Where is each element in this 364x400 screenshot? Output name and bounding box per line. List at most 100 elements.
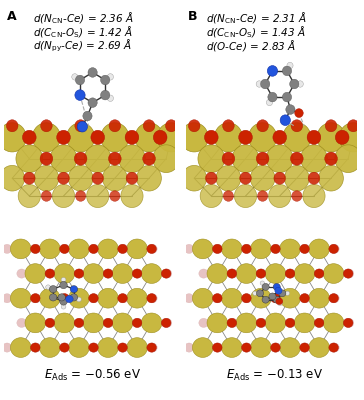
Circle shape [143, 120, 155, 132]
Circle shape [103, 318, 113, 328]
Circle shape [135, 123, 163, 152]
Circle shape [323, 313, 344, 333]
Circle shape [216, 166, 241, 191]
Circle shape [60, 294, 69, 303]
Circle shape [161, 318, 171, 328]
Circle shape [148, 343, 157, 352]
Circle shape [242, 343, 252, 352]
Circle shape [314, 318, 324, 328]
Circle shape [265, 264, 286, 284]
Circle shape [213, 244, 222, 254]
Text: $E_\mathrm{Ads}$ = −0.13 eV: $E_\mathrm{Ads}$ = −0.13 eV [226, 368, 323, 383]
Circle shape [308, 172, 320, 184]
Circle shape [199, 318, 209, 328]
Circle shape [272, 294, 281, 303]
Circle shape [301, 294, 310, 303]
Circle shape [69, 288, 89, 308]
Circle shape [236, 264, 257, 284]
Circle shape [314, 269, 324, 278]
Circle shape [266, 99, 273, 106]
Text: $d$(N$_\mathrm{CN}$-Ce) = 2.36 Å: $d$(N$_\mathrm{CN}$-Ce) = 2.36 Å [33, 10, 134, 26]
Circle shape [182, 166, 206, 191]
Circle shape [0, 123, 26, 152]
Circle shape [112, 264, 133, 284]
Circle shape [257, 290, 264, 297]
Circle shape [60, 343, 69, 352]
Circle shape [285, 318, 295, 328]
Circle shape [329, 294, 339, 303]
Circle shape [107, 74, 114, 80]
Circle shape [137, 166, 161, 191]
Circle shape [90, 343, 99, 352]
Circle shape [2, 244, 12, 254]
Circle shape [127, 288, 147, 308]
Circle shape [266, 145, 293, 172]
Circle shape [228, 269, 237, 278]
Circle shape [236, 313, 257, 333]
Circle shape [294, 264, 315, 284]
Circle shape [213, 294, 223, 303]
Circle shape [104, 269, 114, 278]
Circle shape [83, 313, 104, 333]
Circle shape [251, 288, 271, 308]
Circle shape [286, 318, 296, 328]
Circle shape [280, 115, 290, 126]
Circle shape [107, 95, 114, 102]
Circle shape [46, 318, 55, 328]
Circle shape [292, 191, 302, 201]
Circle shape [166, 120, 177, 132]
Circle shape [31, 244, 41, 254]
Text: $d$(N$_\mathrm{py}$-Ce) = 2.69 Å: $d$(N$_\mathrm{py}$-Ce) = 2.69 Å [33, 38, 132, 54]
Circle shape [330, 244, 339, 254]
Circle shape [118, 294, 127, 303]
Circle shape [77, 121, 87, 132]
Circle shape [242, 294, 252, 303]
Circle shape [147, 294, 157, 303]
Circle shape [344, 269, 354, 278]
Circle shape [98, 338, 118, 358]
Circle shape [205, 130, 218, 144]
Circle shape [256, 152, 269, 165]
Circle shape [18, 184, 40, 208]
Circle shape [89, 343, 98, 352]
Circle shape [269, 184, 291, 208]
Circle shape [58, 294, 66, 301]
Text: $d$(C$_\mathrm{CN}$-O$_\mathrm{S}$) = 1.43 Å: $d$(C$_\mathrm{CN}$-O$_\mathrm{S}$) = 1.… [206, 24, 305, 40]
Circle shape [290, 79, 299, 89]
Circle shape [222, 239, 242, 259]
Circle shape [223, 191, 234, 201]
Circle shape [11, 239, 31, 259]
Circle shape [100, 75, 110, 85]
Circle shape [307, 130, 321, 144]
Circle shape [50, 294, 57, 301]
Circle shape [330, 294, 339, 303]
Circle shape [285, 269, 295, 278]
Circle shape [45, 318, 55, 328]
Circle shape [242, 343, 251, 352]
Circle shape [275, 287, 282, 294]
Circle shape [286, 269, 296, 278]
Circle shape [141, 313, 162, 333]
Circle shape [223, 120, 234, 132]
Circle shape [126, 172, 138, 184]
Circle shape [31, 294, 40, 303]
Circle shape [153, 145, 179, 172]
Circle shape [45, 269, 55, 278]
Circle shape [54, 313, 75, 333]
Circle shape [265, 313, 286, 333]
Circle shape [280, 338, 300, 358]
Circle shape [54, 264, 75, 284]
Circle shape [344, 318, 354, 328]
Circle shape [301, 244, 310, 254]
Circle shape [271, 294, 280, 303]
Circle shape [213, 244, 223, 254]
Circle shape [70, 286, 78, 293]
Circle shape [300, 343, 309, 352]
Circle shape [16, 145, 43, 172]
Circle shape [184, 294, 194, 303]
Circle shape [261, 79, 270, 89]
Circle shape [58, 172, 69, 184]
Circle shape [297, 81, 303, 87]
Circle shape [40, 288, 60, 308]
Circle shape [286, 105, 295, 114]
